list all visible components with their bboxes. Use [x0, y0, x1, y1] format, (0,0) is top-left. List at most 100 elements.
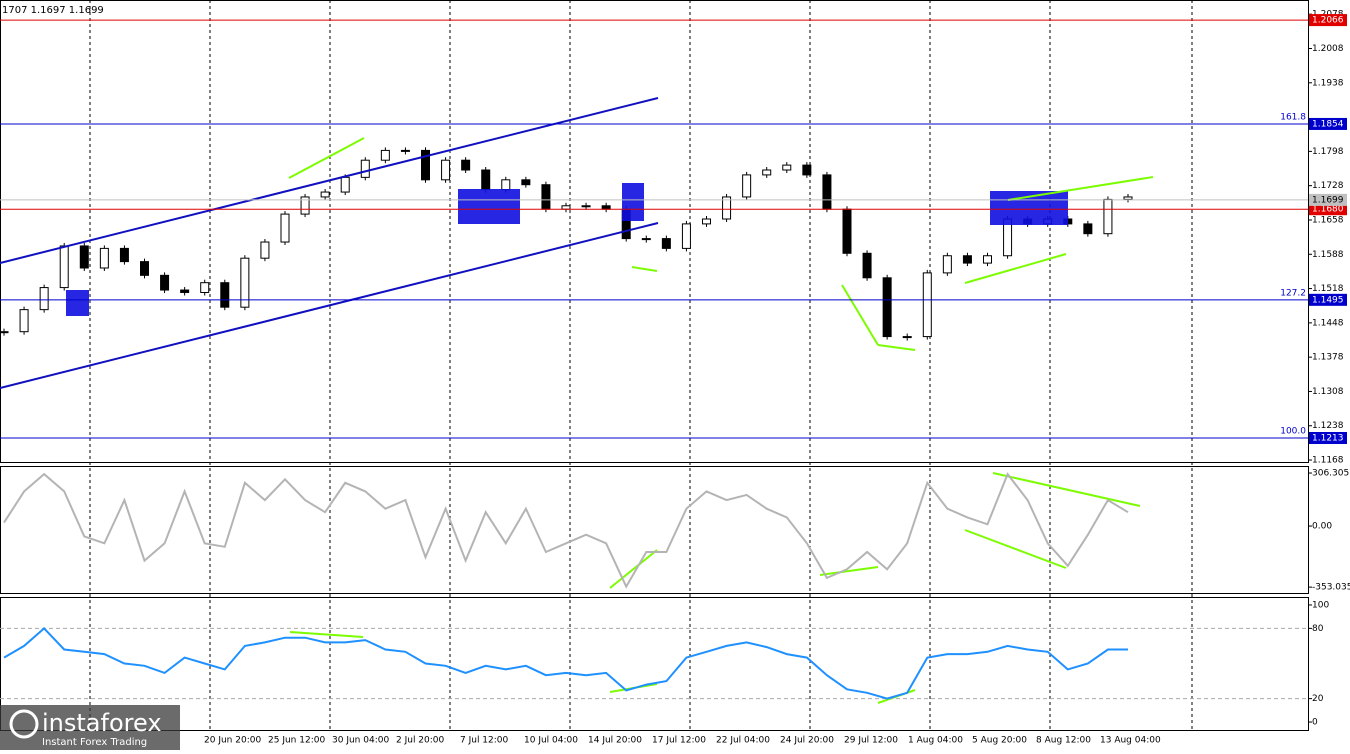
candle [561, 205, 571, 210]
candle [1103, 198, 1113, 235]
candle [300, 196, 310, 215]
candle [200, 282, 210, 293]
candle [902, 336, 912, 339]
candle [180, 289, 190, 293]
candle [521, 179, 531, 186]
logo-tagline: Instant Forex Trading [42, 737, 147, 748]
candle [802, 164, 812, 176]
candle [59, 245, 69, 289]
fib-label: 100.0 [1280, 426, 1306, 436]
x-tick-label: 1 Aug 04:00 [908, 736, 963, 746]
candle [340, 176, 350, 193]
y-tick-label: 0 [1312, 718, 1318, 728]
cci-line [3, 472, 1129, 589]
y-tick-label: 306.3051 [1312, 469, 1350, 479]
y-tick-label: 20 [1312, 694, 1324, 704]
candle [742, 174, 752, 198]
candle [782, 164, 792, 171]
candle [541, 184, 551, 210]
logo-name: instaforex [42, 709, 162, 737]
x-tick-label: 25 Jun 12:00 [268, 736, 325, 746]
x-tick-label: 30 Jun 04:00 [332, 736, 389, 746]
candle [140, 261, 149, 276]
candle [641, 238, 651, 241]
x-tick-label: 29 Jul 12:00 [844, 736, 898, 746]
candle [280, 213, 290, 243]
x-tick-label: 10 Jul 04:00 [524, 736, 578, 746]
level-label: 1.2066 [1312, 16, 1344, 26]
candle [360, 159, 370, 178]
candle [581, 205, 591, 208]
y-tick-label: 1.1518 [1312, 284, 1344, 294]
candle [722, 196, 732, 220]
x-tick-label: 22 Jul 04:00 [716, 736, 770, 746]
x-tick-label: 13 Aug 04:00 [1100, 736, 1161, 746]
x-tick-label: 5 Aug 20:00 [972, 736, 1027, 746]
level-label-box [1309, 293, 1347, 306]
y-tick-label: 1.1448 [1312, 318, 1344, 328]
time-grid [89, 0, 1193, 730]
level-label: 1.1680 [1312, 205, 1344, 215]
candle [441, 159, 451, 181]
candle [501, 179, 511, 191]
rsi-line [3, 627, 1128, 700]
current-price-label: 1.1699 [1312, 195, 1344, 205]
level-label: 1.1495 [1312, 295, 1344, 305]
panel-frames [0, 0, 1309, 731]
drawings [0, 97, 1154, 704]
candle [0, 331, 9, 334]
candle [19, 309, 29, 333]
header-quote: 1707 1.1697 1.1699 [2, 5, 104, 16]
fib-label: 161.8 [1280, 112, 1306, 122]
y-tick-label: 1.2008 [1312, 44, 1344, 54]
x-tick-label: 17 Jul 12:00 [652, 736, 706, 746]
candle [119, 247, 129, 263]
candle [160, 274, 170, 291]
y-tick-label: 80 [1312, 624, 1324, 634]
y-tick-label: 1.1168 [1312, 456, 1344, 466]
y-tick-label: 100 [1312, 600, 1329, 610]
candle [661, 238, 671, 249]
candle [320, 191, 330, 198]
y-tick-label: 1.1588 [1312, 250, 1344, 260]
candle [882, 277, 892, 338]
candle [681, 223, 691, 249]
y-tick-label: 0.00 [1312, 522, 1332, 532]
y-tick-label: 1.1798 [1312, 147, 1344, 157]
candle [862, 252, 872, 279]
y-tick-label: 1.1658 [1312, 215, 1344, 225]
candle [421, 149, 430, 181]
logo: instaforex Instant Forex Trading [0, 705, 180, 750]
candle [400, 149, 410, 152]
candle [822, 174, 832, 210]
price-layer [0, 147, 1133, 341]
candle [79, 245, 89, 269]
y-tick-label: 1.1238 [1312, 421, 1344, 431]
candle [380, 149, 390, 161]
level-label: 1.1854 [1312, 119, 1344, 129]
candle [601, 205, 611, 210]
y-tick-label: 1.1308 [1312, 387, 1344, 397]
candle [962, 255, 972, 264]
level-label-box [1309, 431, 1347, 444]
x-tick-label: 7 Jul 12:00 [460, 736, 509, 746]
candle [702, 218, 711, 225]
x-tick-label: 14 Jul 20:00 [588, 736, 642, 746]
candle [1123, 196, 1133, 200]
y-tick-label: 1.1938 [1312, 78, 1344, 88]
level-label: 1.1213 [1312, 433, 1344, 443]
level-label-box [1309, 14, 1347, 27]
y-tick-label: 1.1378 [1312, 353, 1344, 363]
candle [983, 255, 992, 264]
candle [481, 169, 491, 191]
x-tick-label: 20 Jun 20:00 [204, 736, 261, 746]
level-label-box [1309, 117, 1347, 130]
candle [240, 257, 250, 308]
candle [762, 169, 772, 176]
candle [842, 208, 852, 254]
x-tick-label: 24 Jul 20:00 [780, 736, 834, 746]
fib-label: 127.2 [1280, 288, 1306, 298]
candle [922, 272, 932, 338]
